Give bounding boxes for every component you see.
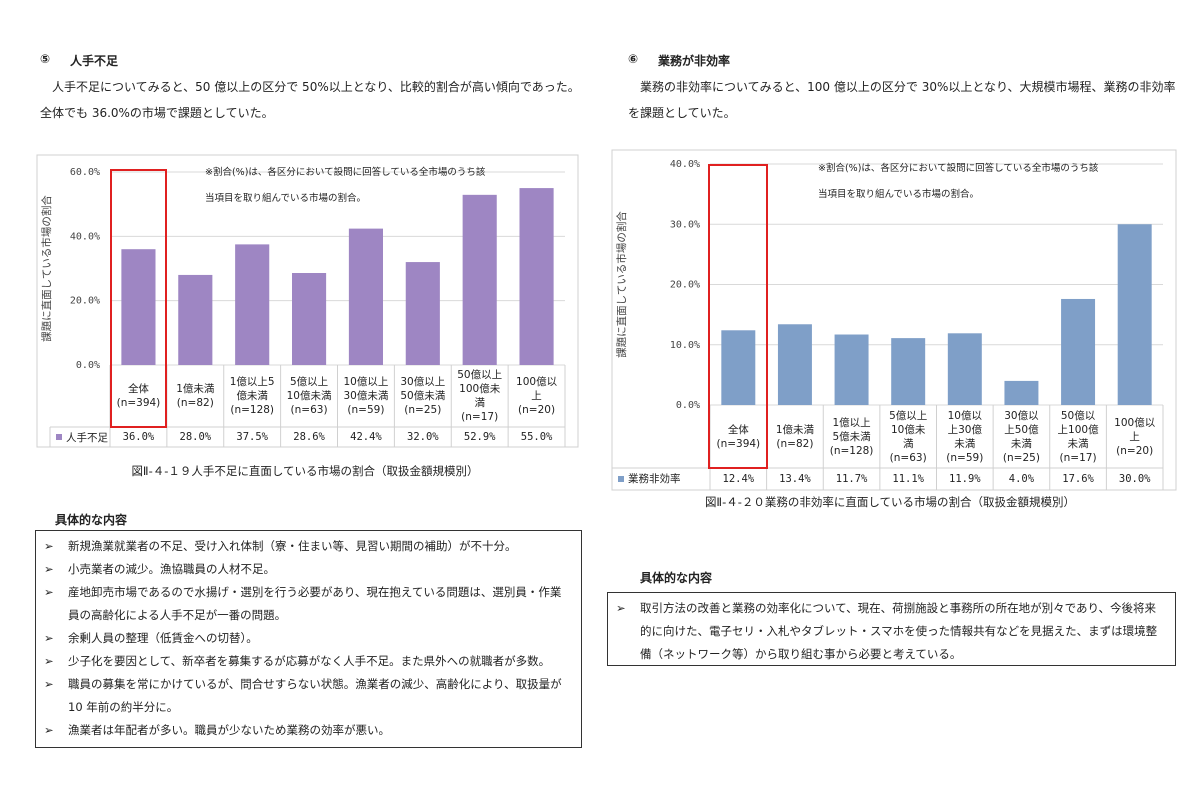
category-cell: 100億以 上 (n=20)	[516, 376, 558, 416]
value-cell: 32.0%	[407, 431, 439, 443]
legend-label: 業務非効率	[628, 473, 681, 485]
highlight-box	[110, 169, 167, 428]
list-item: 少子化を要因として、新卒者を募集するが応募がなく人手不足。また県外への就職者が多…	[44, 650, 571, 673]
bar	[1004, 380, 1039, 405]
category-cell: 50億以 上100億 未満 (n=17)	[1057, 409, 1099, 464]
value-cell: 11.1%	[892, 473, 924, 485]
category-cell: 1億以上 5億未満 (n=128)	[829, 416, 874, 457]
value-cell: 4.0%	[1008, 473, 1035, 485]
list-item: 産地卸売市場であるので水揚げ・選別を行う必要があり、現在抱えている問題は、選別員…	[44, 581, 571, 627]
bar	[777, 324, 812, 405]
y-axis-title: 課題に直面している市場の割合	[615, 211, 628, 358]
y-tick-label: 20.0%	[70, 296, 100, 307]
y-tick-label: 40.0%	[670, 159, 700, 170]
chart-note: ※割合(%)は、各区分において設問に回答している全市場のうち該当項目を取り組んで…	[205, 167, 486, 204]
category-cell: 30億以上 50億未満 (n=25)	[400, 376, 446, 416]
bar	[1061, 298, 1096, 405]
category-cell: 30億以 上50億 未満 (n=25)	[1002, 409, 1040, 464]
value-cell: 42.4%	[350, 431, 382, 443]
category-cell: 全体 (n=394)	[716, 423, 761, 450]
list-item: 漁業者は年配者が多い。職員が少ないため業務の効率が悪い。	[44, 719, 571, 742]
bar	[519, 188, 554, 365]
section-paragraph: 業務の非効率についてみると、100 億以上の区分で 30%以上となり、大規模市場…	[628, 80, 1176, 120]
section-title: 人手不足	[70, 54, 119, 68]
value-cell: 52.9%	[463, 431, 496, 443]
value-cell: 11.7%	[835, 473, 868, 485]
bar	[834, 334, 869, 405]
figure-caption: 図Ⅱ-４-１９人手不足に直面している市場の割合（取扱金額規模別）	[131, 464, 479, 478]
list-box: 新規漁業就業者の不足、受け入れ体制（寮・住まい等、見習い期間の補助）が不十分。小…	[35, 530, 582, 748]
figure-caption: 図Ⅱ-４-２０業務の非効率に直面している市場の割合（取扱金額規模別）	[704, 495, 1076, 509]
category-cell: 1億未満 (n=82)	[775, 423, 815, 450]
value-cell: 55.0%	[520, 431, 553, 443]
list-item: 職員の募集を常にかけているが、問合せすらない状態。漁業者の減少、高齢化により、取…	[44, 673, 571, 719]
chart-note: ※割合(%)は、各区分において設問に回答している全市場のうち該当項目を取り組んで…	[818, 163, 1099, 200]
category-cell: 5億以上 10億未 満 (n=63)	[889, 409, 928, 464]
section-title: 業務が非効率	[658, 54, 731, 68]
value-cell: 28.6%	[293, 431, 325, 443]
value-cell: 36.0%	[122, 431, 155, 443]
legend-swatch	[618, 476, 624, 482]
bar	[292, 273, 327, 365]
y-tick-label: 60.0%	[70, 167, 100, 178]
y-tick-label: 10.0%	[670, 340, 700, 351]
value-cell: 11.9%	[949, 473, 981, 485]
bar	[721, 330, 756, 405]
y-axis-title: 課題に直面している市場の割合	[40, 195, 53, 342]
list-item: 小売業者の減少。漁協職員の人材不足。	[44, 558, 571, 581]
legend-label: 人手不足	[66, 432, 108, 444]
value-cell: 37.5%	[236, 431, 268, 443]
category-cell: 全体 (n=394)	[116, 383, 161, 409]
value-cell: 30.0%	[1118, 473, 1151, 485]
y-tick-label: 0.0%	[76, 360, 100, 371]
list-item: 新規漁業就業者の不足、受け入れ体制（寮・住まい等、見習い期間の補助）が不十分。	[44, 535, 571, 558]
highlight-box	[708, 164, 768, 469]
category-cell: 50億以上 100億未 満 (n=17)	[457, 369, 503, 423]
bar	[891, 338, 926, 405]
value-cell: 13.4%	[779, 473, 811, 485]
list-item: 取引方法の改善と業務の効率化について、現在、荷捌施設と事務所の所在地が別々であり…	[616, 597, 1165, 666]
bar	[178, 274, 213, 365]
bar	[121, 249, 156, 365]
bar	[348, 228, 383, 365]
list-title: 具体的な内容	[55, 513, 128, 527]
category-cell: 5億以上 10億未満 (n=63)	[286, 376, 332, 416]
section-number: ⑤	[40, 52, 51, 66]
bar	[947, 333, 982, 405]
category-cell: 100億以 上 (n=20)	[1114, 416, 1156, 457]
y-tick-label: 30.0%	[670, 219, 700, 230]
legend-swatch	[56, 434, 62, 440]
category-cell: 10億以上 30億未満 (n=59)	[343, 376, 389, 416]
y-tick-label: 40.0%	[70, 231, 100, 242]
category-cell: 1億以上5 億未満 (n=128)	[229, 376, 275, 416]
bar	[1117, 224, 1152, 405]
bar	[405, 262, 440, 365]
list-box: 取引方法の改善と業務の効率化について、現在、荷捌施設と事務所の所在地が別々であり…	[607, 592, 1176, 666]
section-paragraph: 人手不足についてみると、50 億以上の区分で 50%以上となり、比較的割合が高い…	[40, 80, 580, 120]
value-cell: 17.6%	[1062, 473, 1094, 485]
list-item: 余剰人員の整理（低賃金への切替）。	[44, 627, 571, 650]
bar	[462, 194, 497, 365]
category-cell: 1億未満 (n=82)	[176, 383, 215, 409]
value-cell: 12.4%	[722, 473, 755, 485]
list-title: 具体的な内容	[640, 571, 713, 585]
section-number: ⑥	[628, 52, 639, 66]
y-tick-label: 20.0%	[670, 280, 700, 291]
y-tick-label: 0.0%	[676, 400, 700, 411]
bar	[235, 244, 270, 365]
category-cell: 10億以 上30億 未満 (n=59)	[946, 409, 984, 464]
value-cell: 28.0%	[179, 431, 212, 443]
